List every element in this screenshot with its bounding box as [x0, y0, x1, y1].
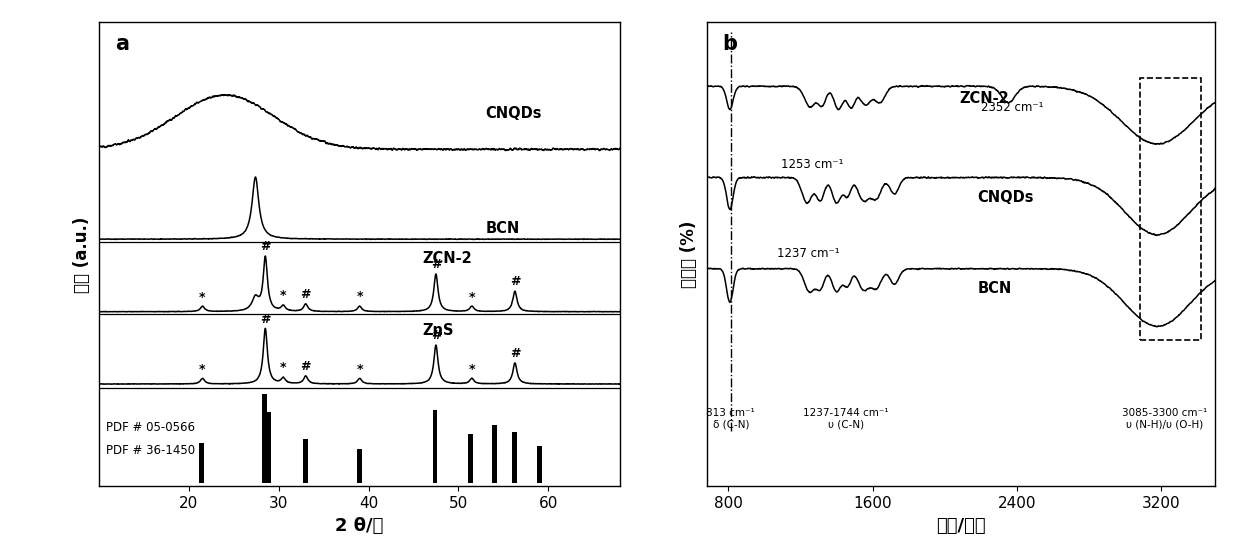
Text: *: * [200, 363, 206, 376]
Text: PDF # 05-0566: PDF # 05-0566 [107, 420, 196, 434]
Text: 813 cm⁻¹
δ (C-N): 813 cm⁻¹ δ (C-N) [707, 408, 755, 430]
Bar [469, 434, 474, 483]
Y-axis label: 透过率 (%): 透过率 (%) [681, 221, 698, 288]
Text: #: # [510, 276, 521, 288]
Text: 3085-3300 cm⁻¹
υ (N-H)/υ (O-H): 3085-3300 cm⁻¹ υ (N-H)/υ (O-H) [1122, 408, 1208, 430]
Bar [1141, 78, 1200, 340]
Bar [433, 410, 438, 483]
Text: *: * [469, 291, 475, 304]
Bar [357, 449, 362, 483]
X-axis label: 2 θ/度: 2 θ/度 [335, 517, 384, 534]
Text: 1253 cm⁻¹: 1253 cm⁻¹ [781, 158, 843, 171]
Text: 1237-1744 cm⁻¹
υ (C-N): 1237-1744 cm⁻¹ υ (C-N) [802, 408, 888, 430]
Text: *: * [200, 291, 206, 304]
Bar [512, 432, 517, 483]
Text: a: a [115, 34, 129, 54]
Text: BCN: BCN [485, 221, 520, 236]
Text: b: b [722, 34, 737, 54]
Text: 1237 cm⁻¹: 1237 cm⁻¹ [777, 247, 839, 260]
Text: CNQDs: CNQDs [485, 106, 542, 121]
Text: *: * [280, 361, 286, 375]
Y-axis label: 强度 (a.u.): 强度 (a.u.) [73, 216, 91, 292]
Text: PDF # 36-1450: PDF # 36-1450 [107, 444, 196, 457]
Text: *: * [356, 291, 363, 304]
X-axis label: 波长/纳米: 波长/纳米 [936, 517, 986, 534]
Text: #: # [430, 329, 441, 342]
Text: BCN: BCN [977, 281, 1012, 296]
Text: *: * [356, 363, 363, 376]
Text: *: * [469, 363, 475, 376]
Text: *: * [280, 290, 286, 302]
Bar [492, 425, 497, 483]
Text: ZCN-2: ZCN-2 [960, 91, 1009, 106]
Text: #: # [510, 347, 521, 361]
Text: #: # [260, 240, 270, 253]
Text: #: # [260, 312, 270, 326]
Bar [304, 439, 309, 483]
Bar [200, 443, 205, 483]
Bar [262, 394, 267, 483]
Text: CNQDs: CNQDs [977, 190, 1034, 205]
Text: 2352 cm⁻¹: 2352 cm⁻¹ [981, 101, 1043, 114]
Text: #: # [300, 288, 311, 301]
Text: #: # [300, 361, 311, 373]
Bar [537, 446, 542, 483]
Text: ZnS: ZnS [423, 323, 454, 338]
Text: #: # [430, 258, 441, 271]
Text: ZCN-2: ZCN-2 [423, 250, 472, 266]
Bar [267, 412, 272, 483]
